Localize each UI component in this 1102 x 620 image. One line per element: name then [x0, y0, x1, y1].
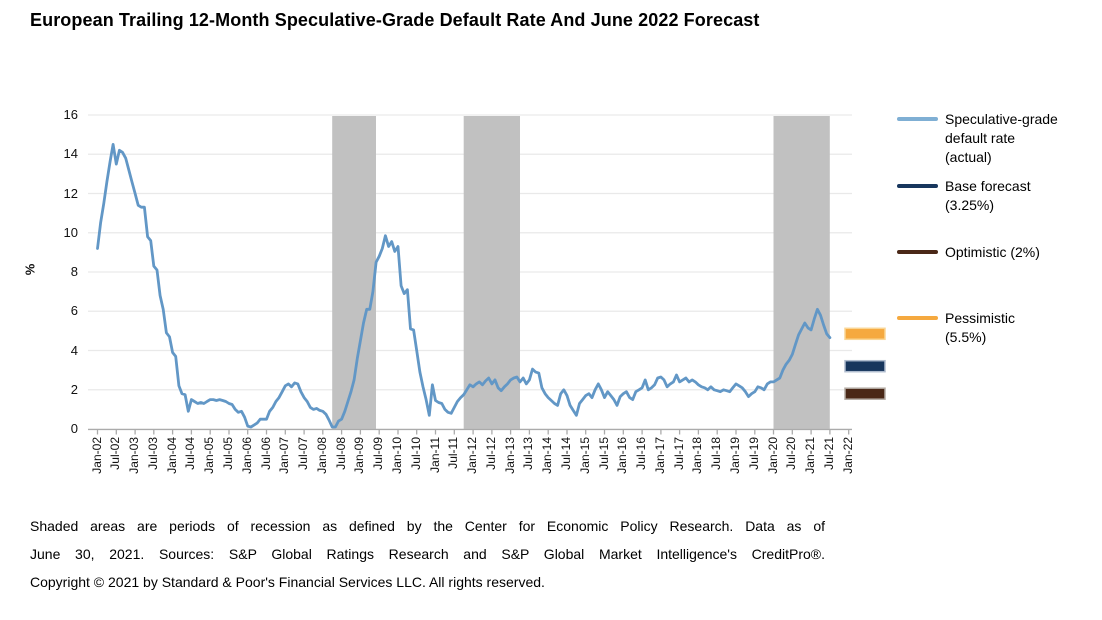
- legend-label: Optimistic (2%): [945, 244, 1040, 260]
- legend-line-swatch: [897, 250, 938, 254]
- x-tick-label: Jul-19: [746, 437, 761, 470]
- x-tick-label: Jan-10: [389, 437, 404, 474]
- x-tick-label: Jul-03: [145, 437, 160, 470]
- legend-line-swatch: [897, 316, 938, 320]
- x-tick-label: Jan-12: [465, 437, 480, 474]
- y-tick-label: 12: [63, 185, 78, 201]
- x-tick-label: Jul-04: [183, 437, 198, 470]
- x-tick-label: Jan-09: [352, 437, 367, 474]
- y-tick-label: 4: [70, 342, 78, 358]
- legend-item: Optimistic (2%): [897, 243, 1102, 262]
- x-tick-label: Jan-03: [127, 437, 142, 474]
- x-tick-label: Jul-21: [821, 437, 836, 470]
- x-tick-label: Jan-07: [277, 437, 292, 474]
- footnote-line-1: Shaded areas are periods of recession as…: [30, 518, 825, 534]
- x-tick-label: Jul-05: [220, 437, 235, 470]
- x-tick-label: Jul-11: [446, 437, 461, 469]
- x-tick-label: Jan-20: [765, 437, 780, 474]
- legend-label: Speculative-grade default rate (actual): [945, 111, 1058, 165]
- x-tick-label: Jan-17: [652, 437, 667, 474]
- x-tick-label: Jan-15: [577, 437, 592, 474]
- legend-label: Base forecast (3.25%): [945, 178, 1031, 213]
- chart-footnote: Shaded areas are periods of recession as…: [30, 512, 825, 596]
- y-tick-label: 0: [70, 421, 78, 436]
- forecast-bar-base-forecast: [844, 359, 886, 373]
- x-tick-label: Jul-12: [483, 437, 498, 470]
- x-tick-label: Jan-13: [502, 437, 517, 474]
- x-tick-label: Jul-09: [371, 437, 386, 470]
- y-tick-label: 8: [70, 264, 78, 279]
- x-tick-label: Jul-07: [296, 437, 311, 470]
- y-tick-label: 10: [63, 224, 78, 240]
- x-tick-label: Jan-02: [89, 437, 104, 474]
- x-tick-label: Jan-06: [239, 437, 254, 474]
- y-axis-unit-label: %: [22, 263, 38, 276]
- x-tick-label: Jul-17: [671, 437, 686, 470]
- x-tick-label: Jan-14: [540, 437, 555, 474]
- forecast-bar-pessimistic: [844, 327, 886, 341]
- legend-item: Pessimistic (5.5%): [897, 309, 1102, 347]
- x-tick-label: Jan-05: [202, 437, 217, 474]
- x-tick-label: Jan-19: [727, 437, 742, 474]
- x-tick-label: Jan-18: [690, 437, 705, 474]
- x-tick-label: Jul-02: [108, 437, 123, 470]
- chart-title: European Trailing 12-Month Speculative-G…: [30, 10, 760, 30]
- x-tick-label: Jul-20: [784, 437, 799, 470]
- recession-band: [463, 116, 520, 429]
- recession-band: [773, 116, 830, 429]
- x-tick-label: Jan-21: [803, 437, 818, 474]
- y-tick-label: 2: [70, 381, 78, 397]
- x-tick-label: Jul-13: [521, 437, 536, 470]
- legend-label: Pessimistic (5.5%): [945, 310, 1016, 345]
- footnote-line-2: June 30, 2021. Sources: S&P Global Ratin…: [30, 546, 825, 562]
- default-rate-line: [96, 142, 832, 429]
- footnote-line-3: Copyright © 2021 by Standard & Poor's Fi…: [30, 574, 545, 590]
- legend-item: Base forecast (3.25%): [897, 177, 1102, 215]
- x-tick-label: Jan-04: [164, 437, 179, 474]
- x-tick-label: Jul-14: [558, 437, 573, 470]
- x-tick-label: Jul-06: [258, 437, 273, 470]
- x-tick-label: Jan-08: [314, 437, 329, 474]
- y-tick-label: 16: [63, 107, 78, 122]
- x-tick-label: Jul-16: [634, 437, 649, 470]
- x-tick-label: Jan-16: [615, 437, 630, 474]
- forecast-bar-optimistic: [844, 387, 886, 400]
- legend-line-swatch: [897, 184, 938, 188]
- x-tick-label: Jul-10: [408, 437, 423, 470]
- x-tick-label: Jan-22: [840, 437, 855, 474]
- x-tick-label: Jul-08: [333, 437, 348, 470]
- x-tick-label: Jul-18: [709, 437, 724, 470]
- x-tick-label: Jan-11: [427, 437, 442, 473]
- x-tick-label: Jul-15: [596, 437, 611, 470]
- y-tick-label: 6: [70, 303, 78, 319]
- legend-line-swatch: [897, 117, 938, 121]
- y-tick-label: 14: [63, 146, 78, 162]
- legend-item: Speculative-grade default rate (actual): [897, 110, 1102, 167]
